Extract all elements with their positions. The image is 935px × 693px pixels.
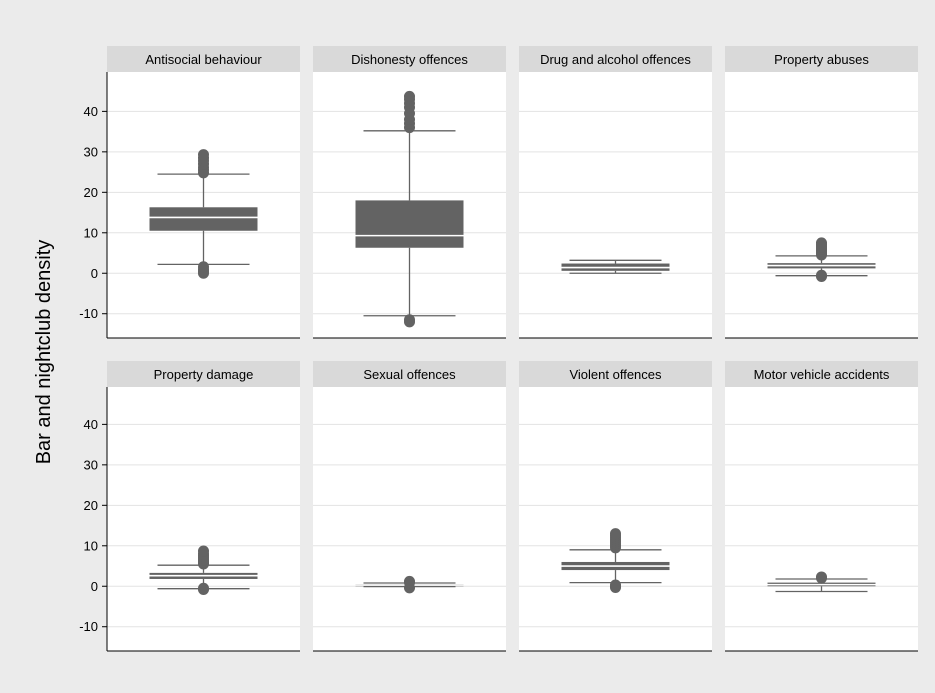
panel-strip: [725, 361, 918, 387]
panel-strip: [313, 361, 506, 387]
y-tick-label: 0: [91, 266, 98, 281]
panel: Property damage -10 0 10 20 30 40: [79, 361, 300, 652]
panel-title: Dishonesty offences: [351, 52, 468, 67]
outlier-point: [404, 575, 415, 587]
y-tick-label: -10: [79, 619, 98, 634]
y-tick-label: 20: [84, 185, 98, 200]
panel-strip: [519, 361, 712, 387]
outlier-point: [198, 149, 209, 161]
y-tick-label: 40: [84, 417, 98, 432]
y-tick-label: -10: [79, 306, 98, 321]
y-tick-label: 30: [84, 144, 98, 159]
y-axis-label: Bar and nightclub density: [33, 240, 55, 465]
panel-title: Antisocial behaviour: [145, 52, 262, 67]
y-tick-label: 30: [84, 457, 98, 472]
y-tick-label: 40: [84, 104, 98, 119]
panel-plot-area: [725, 72, 918, 338]
panel: Dishonesty offences: [313, 46, 506, 339]
panel-strip: [725, 46, 918, 72]
panel-strip: [107, 46, 300, 72]
outlier-point: [816, 269, 827, 281]
y-tick-label: 20: [84, 498, 98, 513]
y-tick-label: 10: [84, 538, 98, 553]
panel-plot-area: [725, 387, 918, 651]
panel: Motor vehicle accidents: [725, 361, 918, 652]
outlier-point: [610, 528, 621, 540]
panel-plot-area: [107, 387, 300, 651]
panel: Sexual offences: [313, 361, 506, 652]
panel-title: Property damage: [154, 367, 254, 382]
outlier-point: [610, 579, 621, 591]
panel: Antisocial behaviour -10 0 10 20 30 40: [79, 46, 300, 339]
panel-title: Violent offences: [569, 367, 662, 382]
panel-plot-area: [519, 387, 712, 651]
panel-title: Motor vehicle accidents: [754, 367, 890, 382]
panel-title: Sexual offences: [363, 367, 456, 382]
iqr-box: [149, 207, 258, 231]
panel: Violent offences: [519, 361, 712, 652]
outlier-point: [816, 237, 827, 249]
outlier-point: [198, 545, 209, 557]
panel-strip: [107, 361, 300, 387]
outlier-point: [198, 261, 209, 273]
y-tick-label: 10: [84, 225, 98, 240]
panel-plot-area: [519, 72, 712, 338]
panel-strip: [313, 46, 506, 72]
panel-title: Drug and alcohol offences: [540, 52, 691, 67]
outlier-point: [816, 571, 827, 583]
panel-plot-area: [313, 387, 506, 651]
outlier-point: [404, 314, 415, 326]
outlier-point: [198, 582, 209, 594]
iqr-box: [355, 200, 464, 248]
outlier-point: [404, 90, 415, 102]
panels: Antisocial behaviour -10 0 10 20 30 40 Dishones…: [79, 46, 918, 652]
y-tick-label: 0: [91, 579, 98, 594]
panel-strip: [519, 46, 712, 72]
panel: Drug and alcohol offences: [519, 46, 712, 339]
panel: Property abuses: [725, 46, 918, 339]
panel-title: Property abuses: [774, 52, 869, 67]
